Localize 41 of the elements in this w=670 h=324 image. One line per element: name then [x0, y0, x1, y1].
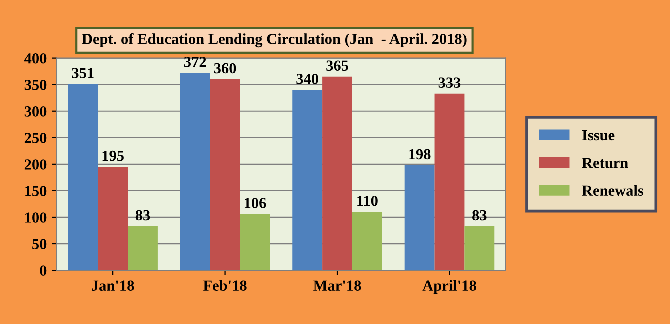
bar	[352, 212, 382, 271]
data-label: 333	[438, 78, 461, 88]
data-label: 106	[244, 198, 266, 208]
x-tick-label: Mar'18	[314, 280, 362, 292]
bar	[434, 94, 465, 271]
bar	[98, 167, 128, 271]
bar	[464, 226, 495, 271]
bar	[68, 84, 98, 271]
bar	[322, 76, 352, 271]
y-tick-label: 350	[24, 80, 47, 90]
bar	[404, 165, 435, 271]
x-tick-label: Jan'18	[92, 280, 134, 292]
data-label: 351	[72, 68, 94, 78]
bar	[128, 226, 158, 271]
data-label: 360	[214, 63, 236, 74]
data-label: 83	[472, 210, 487, 221]
legend-label: Return	[582, 158, 628, 168]
data-label: 372	[184, 57, 206, 68]
y-tick-label: 50	[32, 239, 47, 250]
bar	[240, 214, 270, 271]
data-label: 340	[296, 74, 318, 84]
chart-title: Dept. of Education Lending Circulation (Jan - April. 2018)	[82, 33, 467, 48]
data-label: 365	[326, 60, 348, 72]
data-label: 110	[358, 196, 378, 206]
y-tick-label: 400	[24, 53, 47, 64]
legend-label: Issue	[582, 130, 615, 141]
bar	[180, 73, 210, 271]
y-tick-label: 150	[26, 186, 47, 196]
data-label: 198	[410, 149, 431, 160]
y-tick-label: 300	[24, 106, 47, 117]
legend-label: Renewals	[582, 185, 644, 196]
bar	[210, 80, 240, 271]
data-label: 83	[136, 210, 150, 221]
y-tick-label: 0	[40, 266, 47, 276]
x-tick-label: Feb'18	[203, 280, 247, 292]
data-label: 195	[102, 150, 124, 162]
x-tick-label: April'18	[422, 280, 476, 294]
y-tick-label: 100	[26, 212, 47, 223]
bar	[292, 90, 323, 271]
y-tick-label: 200	[24, 160, 47, 170]
y-tick-label: 250	[24, 133, 47, 144]
